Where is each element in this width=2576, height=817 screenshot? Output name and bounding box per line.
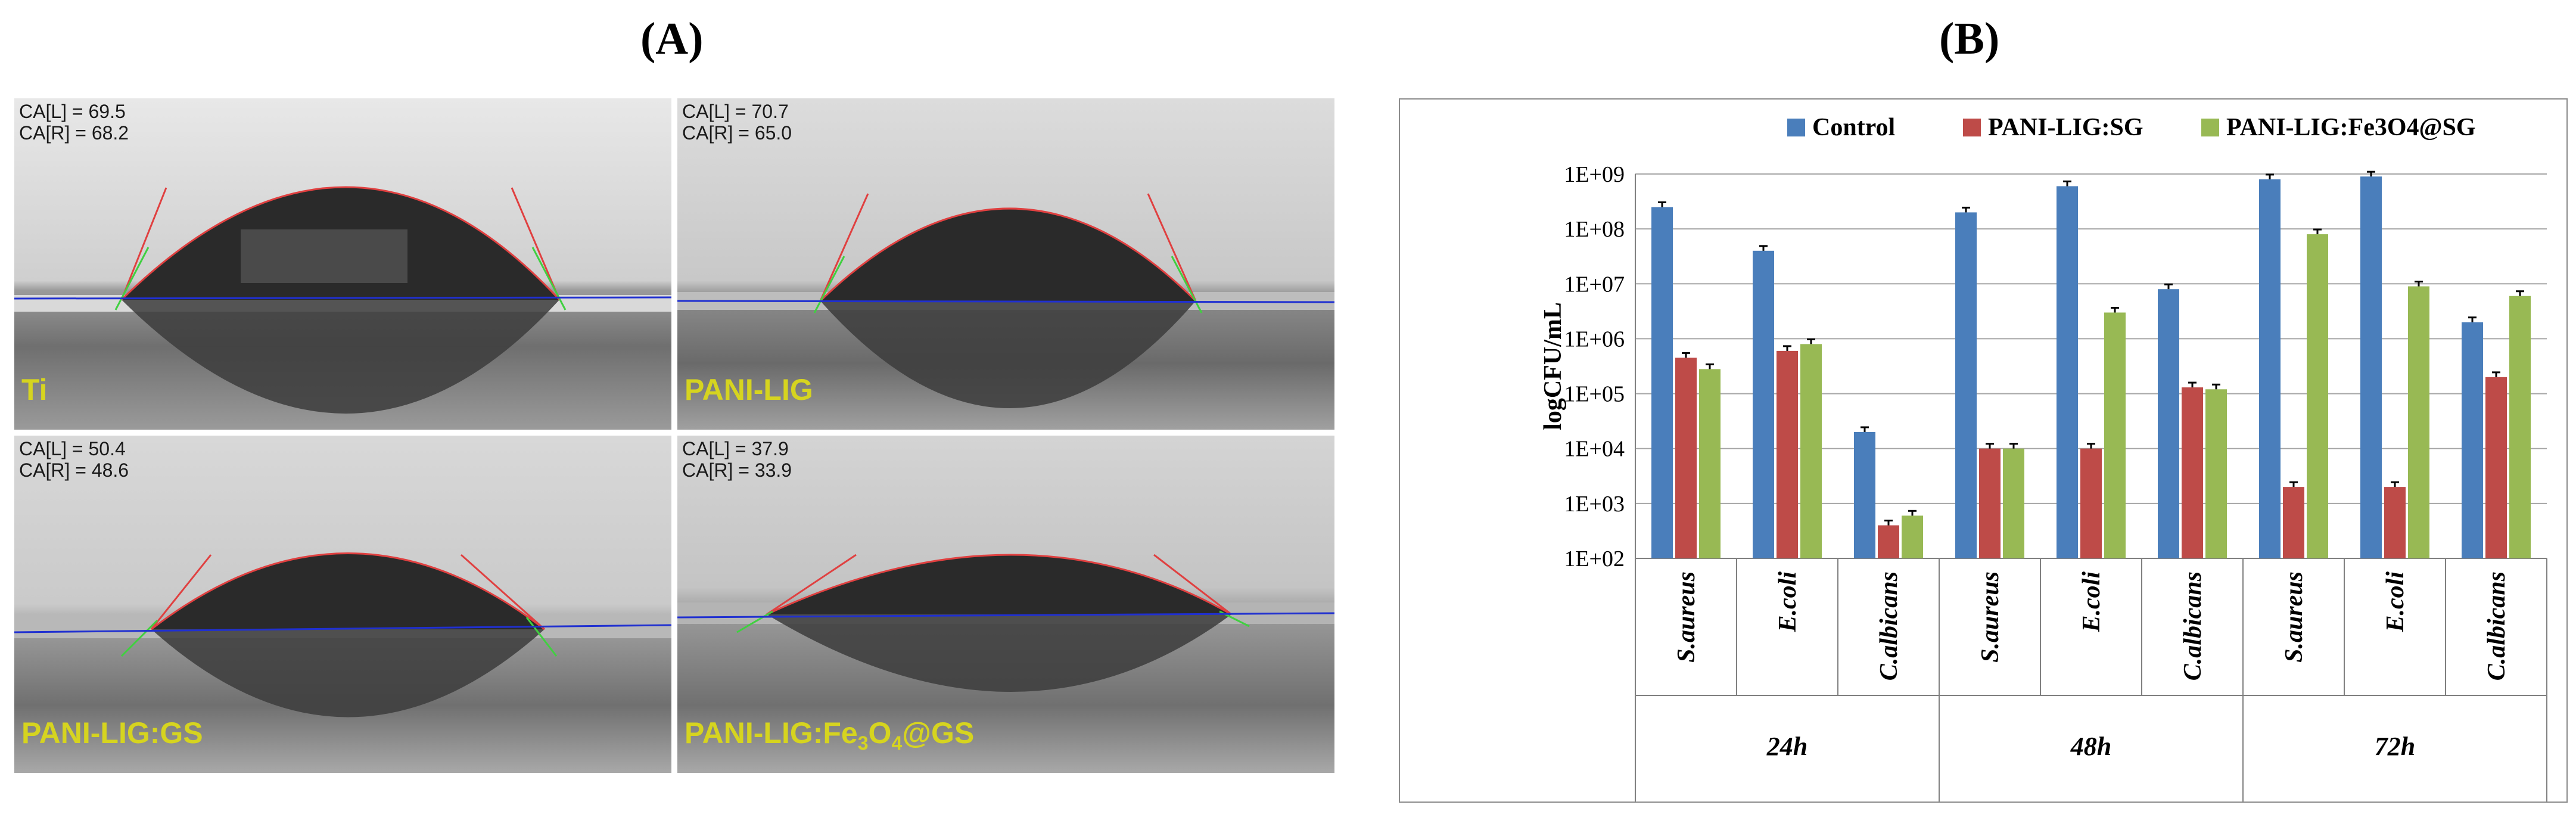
ca-left-value: CA[L] = 37.9 [682,438,789,459]
bar [2057,186,2078,558]
category-label: C.albicans [2179,571,2207,681]
bar [2509,296,2531,558]
y-tick-label: 1E+03 [1564,492,1625,517]
y-tick-label: 1E+08 [1564,217,1625,242]
bar [2307,234,2328,559]
category-label: E.coli [1774,571,1802,633]
bar [2485,377,2507,558]
bar [1854,431,1875,558]
y-tick-label: 1E+09 [1564,162,1625,187]
y-tick-label: 1E+05 [1564,382,1625,407]
bar [1777,350,1798,558]
ca-left-value: CA[L] = 50.4 [19,438,126,459]
bar [2408,286,2429,558]
bar [1675,358,1697,558]
sample-label-pani-lig-gs: PANI-LIG:GS [21,716,203,750]
bar [1753,250,1774,558]
category-label: C.albicans [2483,571,2510,681]
bar [2182,387,2203,558]
ca-right-value: CA[R] = 48.6 [19,459,129,481]
bar-chart: 1E+02 1E+03 1E+04 1E+05 1E+06 1E+07 1E+08 1E+09… [1539,114,2547,802]
bar [1651,207,1673,558]
bar [1955,212,1977,558]
y-tick-label: 1E+07 [1564,272,1625,297]
bar [1699,369,1721,558]
bar [2080,448,2102,558]
ca-left-value: CA[L] = 69.5 [19,101,126,122]
legend-entry: PANI-LIG:Fe3O4@SG [2226,114,2476,141]
category-label: S.aureus [1673,571,1700,663]
bar [1979,448,2001,558]
bar [2462,322,2483,558]
category-label: S.aureus [1977,571,2004,663]
contact-angle-photo-grid: CA[L] = 69.5 CA[R] = 68.2 Ti [14,98,1334,776]
panel-b-letter: (B) [1939,14,2000,64]
y-tick-label: 1E+04 [1564,437,1625,462]
droplet-photo-ti [14,98,671,430]
bar [2384,487,2406,558]
bar [2283,487,2304,558]
sample-label-pani-lig: PANI-LIG [685,373,813,406]
bar [2205,389,2227,558]
sample-label-pani-lig-fe3o4-gs: PANI-LIG:Fe3O4@GS [685,716,975,754]
legend-entry: PANI-LIG:SG [1988,114,2143,141]
legend-swatch [2201,119,2219,136]
bar [2360,176,2382,558]
contact-angle-image-pani-lig: CA[L] = 70.7 CA[R] = 65.0 PANI-LIG [677,98,1334,430]
droplet-photo-pani-lig-gs [14,436,671,773]
contact-angle-image-pani-lig-gs: CA[L] = 50.4 CA[R] = 48.6 PANI-LIG:GS [14,436,671,773]
bar-chart-frame: 1E+02 1E+03 1E+04 1E+05 1E+06 1E+07 1E+08 1E+09… [1399,98,2568,803]
droplet-photo-pani-lig-fe3o4-gs [677,436,1334,773]
droplet-photo-pani-lig [677,98,1334,430]
legend-entry: Control [1812,114,1895,141]
category-label: E.coli [2078,571,2105,633]
bar [1878,525,1899,558]
ca-right-value: CA[R] = 68.2 [19,122,129,144]
ca-right-value: CA[R] = 65.0 [682,122,792,144]
category-label: S.aureus [2281,571,2308,663]
group-label: 24h [1766,732,1807,761]
y-tick-label: 1E+06 [1564,327,1625,352]
bar [2104,312,2126,558]
legend-swatch [1963,119,1981,136]
group-label: 72h [2375,732,2415,761]
panel-a-letter: (A) [640,14,704,64]
bar [1800,344,1822,558]
sample-label-ti: Ti [21,373,48,406]
bar [1902,515,1923,558]
group-label: 48h [2070,732,2111,761]
y-axis-label: logCFU/mL [1539,302,1567,430]
category-label: C.albicans [1875,571,1903,681]
category-label: E.coli [2382,571,2409,633]
ca-left-value: CA[L] = 70.7 [682,101,789,122]
bar [2158,289,2179,558]
contact-angle-image-pani-lig-fe3o4-gs: CA[L] = 37.9 CA[R] = 33.9 PANI-LIG:Fe3O4… [677,436,1334,773]
contact-angle-image-ti: CA[L] = 69.5 CA[R] = 68.2 Ti [14,98,671,430]
bar [2003,448,2024,558]
bar [2259,179,2281,558]
y-tick-label: 1E+02 [1564,546,1625,571]
ca-right-value: CA[R] = 33.9 [682,459,792,481]
legend-swatch [1787,119,1805,136]
